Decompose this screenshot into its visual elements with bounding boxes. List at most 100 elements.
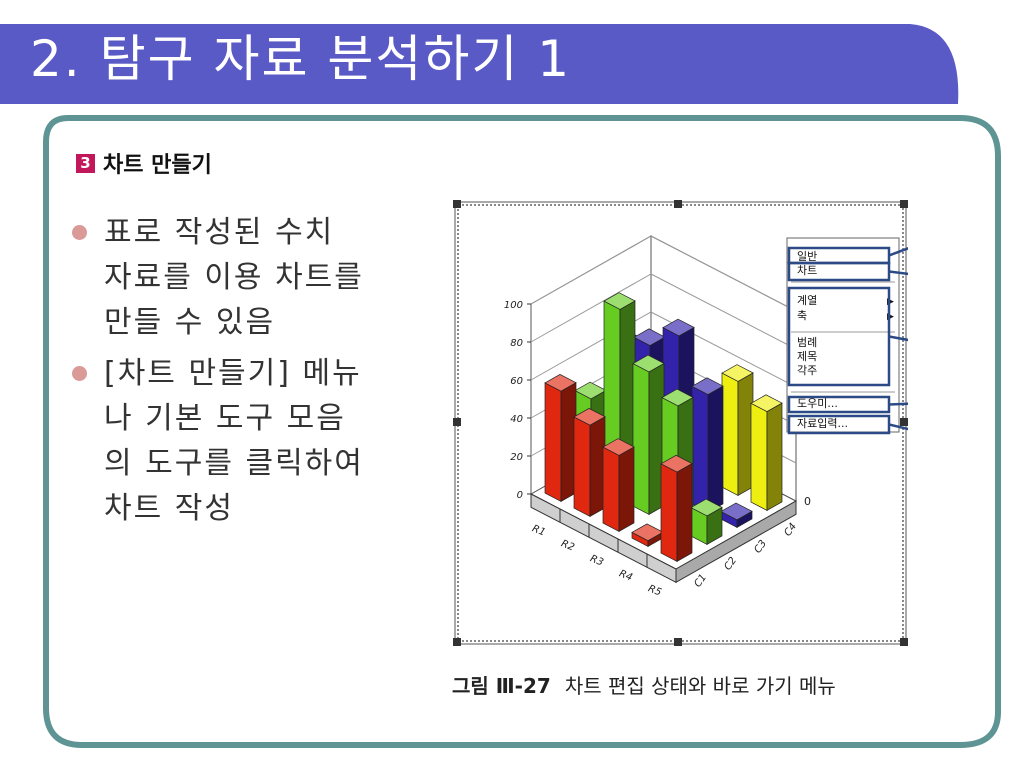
bar-top bbox=[602, 438, 635, 456]
platform-side bbox=[675, 500, 797, 584]
context-menu-item[interactable]: 자료입력... bbox=[797, 417, 848, 430]
bar-top bbox=[690, 498, 723, 517]
bar-top bbox=[632, 354, 665, 373]
bullet-line: 만들 수 있음 bbox=[104, 305, 276, 340]
context-menu-item[interactable]: 범례 bbox=[797, 336, 817, 349]
x-tick-label: R2 bbox=[559, 538, 575, 553]
y-tick-label: 20 bbox=[510, 452, 523, 463]
bar bbox=[721, 364, 754, 497]
y-tick-label: 80 bbox=[510, 338, 523, 349]
bullet-line: 나 기본 도구 모음 bbox=[104, 401, 346, 436]
bar-top bbox=[603, 292, 636, 310]
chart-bars bbox=[544, 292, 783, 563]
context-menu-item[interactable]: 도우미... bbox=[797, 397, 838, 410]
section-title: 차트 만들기 bbox=[103, 153, 212, 178]
x-tick-label: R4 bbox=[617, 568, 633, 583]
bullet-line: [차트 만들기] 메뉴 bbox=[104, 356, 362, 391]
bar bbox=[750, 394, 783, 512]
figure-number: 그림 Ⅲ-27 bbox=[452, 674, 551, 698]
bar-top bbox=[573, 408, 606, 426]
context-menu-item[interactable]: 제목 bbox=[797, 350, 817, 363]
bar-side bbox=[618, 446, 635, 533]
bar-side bbox=[766, 402, 783, 512]
context-menu-item[interactable]: 각주 bbox=[797, 364, 817, 377]
bar-front bbox=[602, 446, 620, 532]
bar bbox=[720, 502, 753, 529]
bar-top bbox=[691, 377, 724, 395]
bar-front bbox=[691, 385, 709, 513]
bar bbox=[690, 498, 723, 546]
content-frame bbox=[43, 115, 1001, 748]
page-title: 2. 탐구 자료 분석하기 1 bbox=[30, 30, 572, 88]
bar-front bbox=[721, 372, 739, 496]
x-tick-label: R1 bbox=[530, 523, 546, 538]
bullet-line: 차트 작성 bbox=[104, 491, 234, 526]
gridline bbox=[530, 235, 797, 312]
bar-top bbox=[720, 502, 753, 521]
y-tick-label: 0 bbox=[517, 490, 523, 501]
y-axis-ticks: 0 20 40 60 80 100 bbox=[504, 300, 531, 501]
bullet-line: 표로 작성된 수치 bbox=[104, 215, 335, 250]
selection-handle bbox=[453, 418, 461, 426]
bullet-list: 표로 작성된 수치 자료를 이용 차트를 만들 수 있음 [차트 만들기] 메뉴… bbox=[72, 210, 402, 531]
bar-side bbox=[676, 462, 693, 563]
bullet-item: 표로 작성된 수치 자료를 이용 차트를 만들 수 있음 bbox=[72, 210, 402, 345]
bar-front bbox=[660, 463, 678, 562]
bar-top bbox=[544, 374, 577, 392]
bullet-dot-icon bbox=[72, 366, 87, 381]
chart-figure: 0 20 40 60 80 100 R1 R2 R3 R4 R5 C1 C2 C3 C4 0 일반 차트 계열 ▶ 축 ▶… bbox=[453, 200, 950, 646]
context-menu-item[interactable]: 축 bbox=[797, 309, 807, 322]
context-menu-panel bbox=[786, 237, 900, 433]
bullet-dot-icon bbox=[72, 225, 87, 240]
bar bbox=[632, 354, 665, 516]
bar-front bbox=[750, 402, 768, 511]
x-tick-label: R5 bbox=[646, 583, 662, 598]
figure-caption-text: 차트 편집 상태와 바로 가기 메뉴 bbox=[564, 674, 836, 698]
context-menu-item[interactable]: 일반 bbox=[797, 249, 817, 263]
bullet-text: 표로 작성된 수치 자료를 이용 차트를 만들 수 있음 bbox=[104, 210, 364, 345]
figure-caption: 그림 Ⅲ-27 차트 편집 상태와 바로 가기 메뉴 bbox=[452, 670, 836, 699]
selection-handle bbox=[900, 638, 908, 646]
right-axis-label: 0 bbox=[804, 495, 811, 508]
bar bbox=[691, 377, 724, 514]
bar-front bbox=[544, 382, 562, 502]
bar-top bbox=[721, 364, 754, 382]
selection-handle bbox=[453, 200, 461, 208]
bar bbox=[660, 454, 693, 563]
submenu-arrow-icon: ▶ bbox=[887, 312, 894, 322]
bar bbox=[602, 438, 635, 533]
bullet-line: 자료를 이용 차트를 bbox=[104, 260, 364, 295]
bullet-text: [차트 만들기] 메뉴 나 기본 도구 모음 의 도구를 클릭하여 차트 작성 bbox=[104, 351, 364, 531]
bar bbox=[573, 408, 606, 518]
y-tick-label: 40 bbox=[510, 414, 523, 425]
bar-front bbox=[632, 363, 650, 515]
gridline bbox=[530, 273, 797, 350]
selection-handle bbox=[453, 638, 461, 646]
bar-top bbox=[661, 388, 694, 407]
bar-front bbox=[573, 416, 591, 517]
bar-top bbox=[750, 394, 783, 412]
selection-handle bbox=[674, 638, 682, 646]
bullet-item: [차트 만들기] 메뉴 나 기본 도구 모음 의 도구를 클릭하여 차트 작성 bbox=[72, 351, 402, 531]
section-heading: 3 차트 만들기 bbox=[76, 147, 212, 179]
context-menu-item[interactable]: 차트 bbox=[797, 264, 817, 277]
y-tick-label: 60 bbox=[510, 376, 523, 387]
title-bar-bg bbox=[0, 24, 959, 104]
selection-handle bbox=[674, 200, 682, 208]
x-axis-ticks: R1 R2 R3 R4 R5 bbox=[530, 523, 662, 598]
bullet-line: 의 도구를 클릭하여 bbox=[104, 446, 364, 481]
y-tick-label: 100 bbox=[504, 300, 523, 311]
bar-side bbox=[707, 385, 724, 514]
callout-leader bbox=[888, 401, 926, 406]
bar-top bbox=[662, 318, 695, 337]
selection-handle bbox=[900, 200, 908, 208]
context-menu-item[interactable]: 계열 bbox=[797, 294, 817, 307]
selection-handle bbox=[900, 418, 908, 426]
title-underline bbox=[0, 104, 944, 108]
bar-top bbox=[660, 454, 693, 473]
gridline bbox=[530, 311, 797, 388]
chart-platform bbox=[530, 493, 797, 584]
